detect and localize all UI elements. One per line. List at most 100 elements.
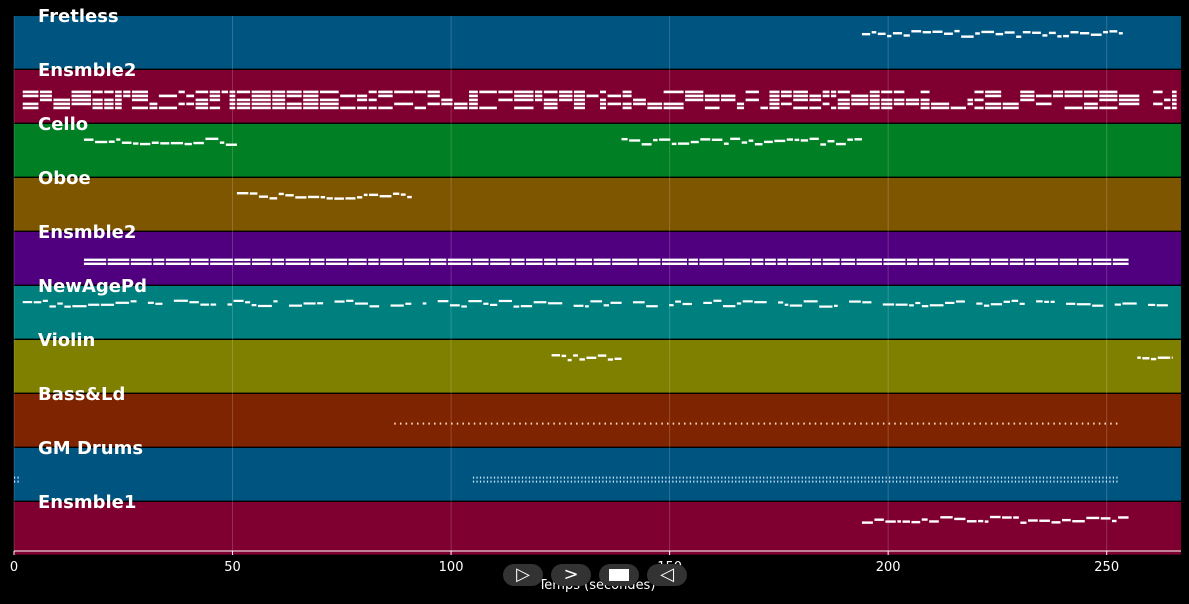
note-mark [871, 476, 873, 479]
note-mark [627, 422, 629, 425]
track-label: Ensmble2 [38, 60, 137, 81]
note-mark [131, 94, 148, 98]
note-mark [561, 354, 567, 358]
note-mark [286, 102, 302, 106]
note-mark [131, 98, 148, 102]
note-mark [236, 106, 251, 110]
note-mark [883, 262, 906, 266]
note-mark [1032, 480, 1034, 483]
note-mark [798, 476, 800, 479]
note-mark [602, 476, 604, 479]
note-mark [820, 422, 822, 425]
note-mark [622, 102, 632, 106]
note-mark [1022, 31, 1031, 34]
note-mark [815, 480, 817, 483]
note-mark [764, 262, 776, 266]
note-mark [472, 258, 489, 262]
note-mark [1020, 521, 1027, 524]
note-mark [1102, 480, 1104, 483]
note-mark [556, 476, 559, 479]
note-mark [591, 480, 594, 483]
note-mark [500, 476, 503, 479]
play-button[interactable]: ▷ [503, 564, 543, 586]
note-mark [647, 102, 663, 106]
note-mark [1098, 480, 1101, 483]
note-mark [498, 98, 513, 102]
stop-button[interactable] [599, 564, 639, 586]
note-mark [679, 480, 681, 483]
note-mark [88, 303, 100, 306]
note-mark [809, 422, 811, 425]
note-mark [368, 106, 377, 110]
note-mark [860, 422, 862, 425]
note-mark [605, 480, 608, 483]
note-mark [1099, 106, 1118, 110]
note-mark [843, 476, 845, 479]
note-mark [1047, 422, 1050, 425]
note-mark [83, 262, 107, 266]
note-mark [937, 480, 940, 483]
note-mark [519, 422, 521, 425]
note-mark [850, 476, 852, 479]
note-mark [511, 262, 525, 266]
note-mark [967, 98, 973, 102]
track-label: NewAgePd [38, 276, 148, 297]
note-mark [623, 476, 625, 479]
track-lane [14, 394, 1181, 447]
note-mark [969, 476, 971, 479]
note-mark [752, 476, 754, 479]
note-mark [887, 34, 892, 38]
note-mark [769, 422, 771, 425]
note-mark [1011, 299, 1019, 302]
note-mark [325, 262, 348, 266]
note-mark [971, 258, 990, 262]
note-mark [160, 142, 170, 145]
note-mark [672, 476, 674, 479]
note-mark [717, 480, 719, 483]
note-mark [995, 32, 1004, 36]
note-mark [833, 476, 835, 479]
note-mark [655, 422, 658, 425]
note-mark [626, 480, 628, 483]
note-mark [245, 301, 251, 304]
back-button[interactable]: ◁ [647, 564, 687, 586]
note-mark [153, 258, 165, 262]
note-mark [57, 302, 63, 305]
note-mark [841, 262, 856, 266]
note-mark [158, 106, 178, 110]
note-mark [14, 476, 16, 479]
track-lane [14, 448, 1181, 501]
note-mark [847, 480, 849, 483]
note-mark [257, 304, 272, 308]
note-mark [920, 106, 930, 110]
note-mark [675, 476, 677, 479]
note-mark [714, 476, 716, 479]
note-mark [195, 90, 209, 94]
note-mark [851, 98, 869, 102]
forward-button[interactable]: > [551, 564, 591, 586]
note-mark [721, 476, 723, 479]
note-mark [682, 302, 692, 306]
note-mark [704, 94, 720, 98]
note-mark [892, 480, 894, 483]
note-mark [932, 30, 943, 33]
note-mark [310, 258, 325, 262]
note-mark [1056, 480, 1059, 483]
note-mark [997, 476, 999, 479]
note-mark [303, 98, 319, 102]
note-mark [663, 102, 684, 106]
note-mark [369, 193, 379, 197]
note-mark [728, 476, 730, 479]
note-mark [735, 422, 737, 425]
note-mark [573, 354, 578, 357]
note-mark [742, 480, 744, 483]
note-mark [893, 98, 905, 102]
note-mark [273, 300, 278, 303]
note-mark [965, 476, 968, 479]
note-mark [1046, 476, 1048, 479]
note-mark [518, 476, 520, 479]
note-mark [856, 258, 882, 262]
note-mark [1028, 476, 1031, 479]
note-mark [784, 476, 786, 479]
note-mark [210, 262, 233, 266]
